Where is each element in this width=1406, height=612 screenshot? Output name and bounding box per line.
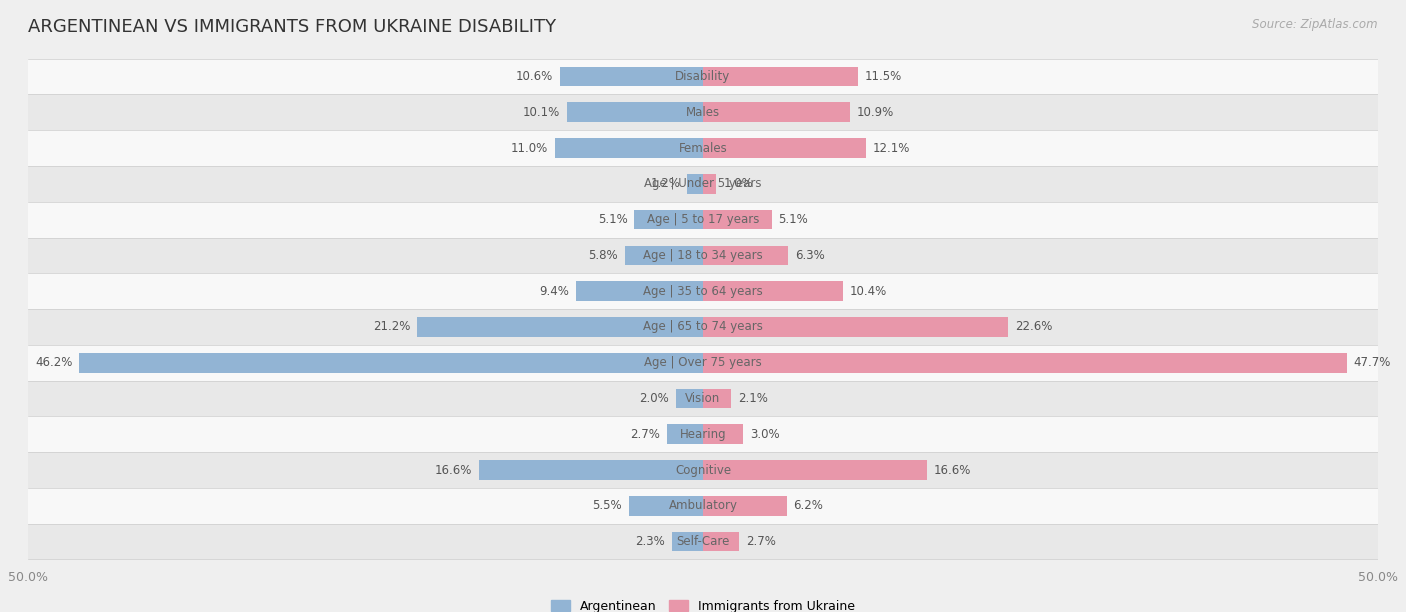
- Bar: [554, 138, 703, 158]
- Bar: [28, 274, 1378, 309]
- Text: 46.2%: 46.2%: [35, 356, 73, 369]
- Text: Age | Over 75 years: Age | Over 75 years: [644, 356, 762, 369]
- Bar: [703, 282, 844, 301]
- Bar: [703, 353, 1347, 373]
- Text: 2.3%: 2.3%: [636, 535, 665, 548]
- Bar: [703, 102, 851, 122]
- Text: 5.1%: 5.1%: [598, 213, 627, 226]
- Bar: [672, 532, 703, 551]
- Text: 2.7%: 2.7%: [630, 428, 659, 441]
- Bar: [479, 460, 703, 480]
- Bar: [28, 416, 1378, 452]
- Bar: [28, 237, 1378, 274]
- Bar: [576, 282, 703, 301]
- Text: Age | 35 to 64 years: Age | 35 to 64 years: [643, 285, 763, 297]
- Bar: [703, 67, 858, 86]
- Bar: [560, 67, 703, 86]
- Text: 5.8%: 5.8%: [588, 249, 619, 262]
- Text: 22.6%: 22.6%: [1015, 321, 1052, 334]
- Bar: [703, 245, 787, 265]
- Text: Females: Females: [679, 141, 727, 155]
- Bar: [28, 381, 1378, 416]
- Text: 11.5%: 11.5%: [865, 70, 903, 83]
- Legend: Argentinean, Immigrants from Ukraine: Argentinean, Immigrants from Ukraine: [546, 595, 860, 612]
- Text: Disability: Disability: [675, 70, 731, 83]
- Bar: [686, 174, 703, 193]
- Bar: [703, 496, 787, 516]
- Bar: [567, 102, 703, 122]
- Text: 47.7%: 47.7%: [1354, 356, 1391, 369]
- Bar: [666, 425, 703, 444]
- Text: ARGENTINEAN VS IMMIGRANTS FROM UKRAINE DISABILITY: ARGENTINEAN VS IMMIGRANTS FROM UKRAINE D…: [28, 18, 557, 36]
- Bar: [628, 496, 703, 516]
- Text: 16.6%: 16.6%: [434, 463, 472, 477]
- Bar: [703, 174, 717, 193]
- Text: 3.0%: 3.0%: [751, 428, 780, 441]
- Bar: [703, 317, 1008, 337]
- Bar: [79, 353, 703, 373]
- Text: Age | 5 to 17 years: Age | 5 to 17 years: [647, 213, 759, 226]
- Text: Self-Care: Self-Care: [676, 535, 730, 548]
- Bar: [676, 389, 703, 408]
- Bar: [703, 138, 866, 158]
- Bar: [624, 245, 703, 265]
- Text: 10.4%: 10.4%: [851, 285, 887, 297]
- Text: 2.0%: 2.0%: [640, 392, 669, 405]
- Text: 5.5%: 5.5%: [592, 499, 621, 512]
- Bar: [28, 59, 1378, 94]
- Bar: [28, 452, 1378, 488]
- Text: 11.0%: 11.0%: [510, 141, 548, 155]
- Text: 5.1%: 5.1%: [779, 213, 808, 226]
- Text: 6.2%: 6.2%: [793, 499, 824, 512]
- Bar: [28, 309, 1378, 345]
- Bar: [416, 317, 703, 337]
- Bar: [28, 488, 1378, 524]
- Text: 9.4%: 9.4%: [540, 285, 569, 297]
- Text: Ambulatory: Ambulatory: [668, 499, 738, 512]
- Text: Hearing: Hearing: [679, 428, 727, 441]
- Bar: [28, 94, 1378, 130]
- Text: 1.2%: 1.2%: [650, 177, 681, 190]
- Text: Age | 65 to 74 years: Age | 65 to 74 years: [643, 321, 763, 334]
- Bar: [28, 345, 1378, 381]
- Bar: [703, 389, 731, 408]
- Text: 1.0%: 1.0%: [723, 177, 754, 190]
- Bar: [703, 210, 772, 230]
- Bar: [703, 532, 740, 551]
- Text: 10.1%: 10.1%: [523, 106, 560, 119]
- Text: 16.6%: 16.6%: [934, 463, 972, 477]
- Bar: [703, 460, 927, 480]
- Text: 2.7%: 2.7%: [747, 535, 776, 548]
- Text: Males: Males: [686, 106, 720, 119]
- Text: 21.2%: 21.2%: [373, 321, 411, 334]
- Text: Source: ZipAtlas.com: Source: ZipAtlas.com: [1253, 18, 1378, 31]
- Text: 12.1%: 12.1%: [873, 141, 911, 155]
- Text: Cognitive: Cognitive: [675, 463, 731, 477]
- Text: 2.1%: 2.1%: [738, 392, 768, 405]
- Text: 10.6%: 10.6%: [516, 70, 553, 83]
- Text: 6.3%: 6.3%: [794, 249, 824, 262]
- Bar: [28, 202, 1378, 237]
- Text: Age | Under 5 years: Age | Under 5 years: [644, 177, 762, 190]
- Bar: [634, 210, 703, 230]
- Bar: [28, 166, 1378, 202]
- Text: Vision: Vision: [685, 392, 721, 405]
- Bar: [28, 130, 1378, 166]
- Text: Age | 18 to 34 years: Age | 18 to 34 years: [643, 249, 763, 262]
- Bar: [28, 524, 1378, 559]
- Text: 10.9%: 10.9%: [856, 106, 894, 119]
- Bar: [703, 425, 744, 444]
